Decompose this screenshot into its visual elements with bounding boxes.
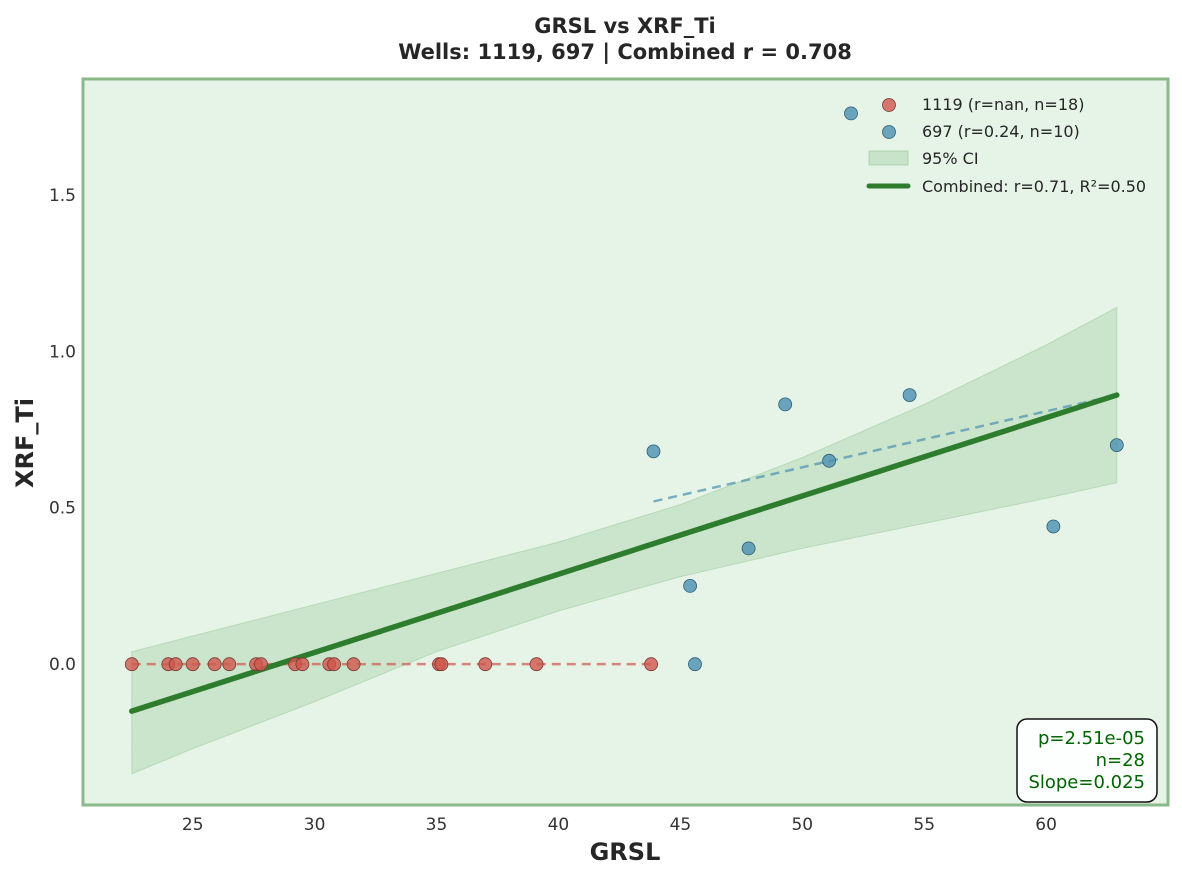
data-point-series-0-12 bbox=[346, 657, 361, 672]
data-point-series-1-2 bbox=[688, 657, 702, 672]
data-point-series-0-7 bbox=[254, 657, 268, 672]
y-tick-label: 0.5 bbox=[49, 499, 76, 519]
confidence-band bbox=[131, 306, 1118, 775]
x-axis-ticks: 25 30 35 40 45 50 55 60 bbox=[182, 815, 1057, 835]
data-point-series-1-0 bbox=[646, 444, 661, 459]
legend-label-697: 697 (r=0.24, n=10) bbox=[922, 122, 1080, 141]
stats-slope: Slope=0.025 bbox=[1028, 772, 1145, 793]
legend-marker-1119 bbox=[882, 98, 896, 112]
x-tick-label: 30 bbox=[304, 815, 326, 835]
data-point-series-1-4 bbox=[778, 397, 793, 412]
x-tick-label: 55 bbox=[913, 815, 935, 835]
data-point-series-1-7 bbox=[902, 388, 917, 403]
data-point-series-0-15 bbox=[478, 657, 493, 672]
plot-frame bbox=[81, 77, 1170, 807]
x-tick-label: 45 bbox=[670, 815, 692, 835]
x-tick-label: 40 bbox=[548, 815, 570, 835]
y-tick-label: 1.0 bbox=[49, 342, 76, 362]
stats-n: n=28 bbox=[1096, 750, 1145, 771]
data-point-series-0-0 bbox=[124, 657, 139, 672]
y-tick-label: 0.0 bbox=[49, 655, 76, 675]
data-point-series-1-5 bbox=[822, 453, 836, 468]
data-point-series-0-2 bbox=[168, 657, 183, 672]
data-point-series-1-1 bbox=[683, 579, 697, 593]
legend-swatch-ci bbox=[868, 150, 909, 166]
chart-title: GRSL vs XRF_Ti bbox=[534, 14, 715, 38]
legend: 1119 (r=nan, n=18) 697 (r=0.24, n=10) 95… bbox=[866, 95, 1146, 196]
x-axis-label: GRSL bbox=[590, 838, 661, 866]
data-point-series-0-16 bbox=[529, 657, 544, 672]
legend-marker-697 bbox=[882, 125, 896, 139]
data-point-series-1-3 bbox=[741, 541, 756, 556]
data-point-series-0-5 bbox=[222, 657, 237, 672]
x-tick-label: 35 bbox=[426, 815, 448, 835]
data-point-series-1-6 bbox=[844, 106, 858, 121]
y-axis-label: XRF_Ti bbox=[11, 398, 39, 488]
y-tick-label: 1.5 bbox=[49, 186, 76, 206]
data-points-layer bbox=[124, 106, 1124, 672]
stats-box-frame bbox=[1016, 718, 1158, 803]
legend-label-combined: Combined: r=0.71, R²=0.50 bbox=[922, 177, 1146, 196]
data-point-series-0-4 bbox=[207, 657, 222, 672]
trend-line-series-1 bbox=[653, 393, 1118, 503]
data-point-series-0-11 bbox=[327, 657, 342, 672]
x-tick-label: 25 bbox=[182, 815, 204, 835]
confidence-band-layer bbox=[131, 306, 1118, 775]
trend-lines-layer bbox=[131, 393, 1118, 666]
x-tick-label: 60 bbox=[1035, 815, 1057, 835]
data-point-series-0-9 bbox=[295, 657, 310, 672]
data-point-series-0-17 bbox=[644, 657, 658, 672]
data-point-series-1-9 bbox=[1109, 438, 1124, 453]
chart-subtitle: Wells: 1119, 697 | Combined r = 0.708 bbox=[398, 40, 852, 65]
legend-label-1119: 1119 (r=nan, n=18) bbox=[922, 95, 1084, 114]
data-point-series-1-8 bbox=[1046, 519, 1061, 534]
legend-label-ci: 95% CI bbox=[922, 149, 979, 168]
stats-p-value: p=2.51e-05 bbox=[1038, 728, 1145, 749]
data-point-series-0-3 bbox=[185, 657, 200, 672]
y-axis-ticks: 0.0 0.5 1.0 1.5 bbox=[49, 186, 76, 675]
plot-area bbox=[83, 79, 1168, 805]
stats-box: p=2.51e-05 n=28 Slope=0.025 bbox=[1016, 718, 1158, 803]
data-point-series-0-14 bbox=[434, 657, 449, 672]
x-tick-label: 50 bbox=[791, 815, 813, 835]
